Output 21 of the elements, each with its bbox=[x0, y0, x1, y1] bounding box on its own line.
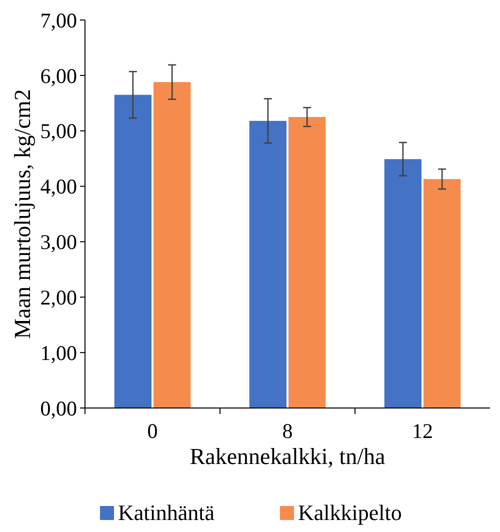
bar bbox=[424, 179, 461, 408]
y-tick-label: 6,00 bbox=[40, 64, 77, 88]
bar bbox=[249, 120, 286, 408]
y-axis-title: Maan murtolujuus, kg/cm2 bbox=[10, 89, 35, 339]
bar bbox=[154, 82, 191, 408]
bar bbox=[384, 159, 422, 408]
y-tick-label: 5,00 bbox=[40, 119, 77, 144]
x-tick-label: 8 bbox=[282, 419, 293, 443]
bar bbox=[288, 117, 326, 408]
y-tick-label: 3,00 bbox=[40, 230, 77, 254]
y-tick-label: 7,00 bbox=[40, 8, 77, 32]
bar bbox=[114, 94, 152, 408]
x-axis-title: Rakennekalkki, tn/ha bbox=[190, 444, 386, 469]
legend-label: Kalkkipelto bbox=[298, 500, 402, 525]
x-tick-label: 12 bbox=[412, 419, 433, 443]
y-tick-label: 2,00 bbox=[40, 285, 77, 310]
legend-label: Katinhäntä bbox=[118, 500, 215, 525]
y-tick-label: 0,00 bbox=[40, 396, 77, 420]
x-tick-label: 0 bbox=[147, 419, 158, 443]
y-tick-label: 4,00 bbox=[40, 174, 77, 199]
y-tick-label: 1,00 bbox=[40, 340, 77, 365]
